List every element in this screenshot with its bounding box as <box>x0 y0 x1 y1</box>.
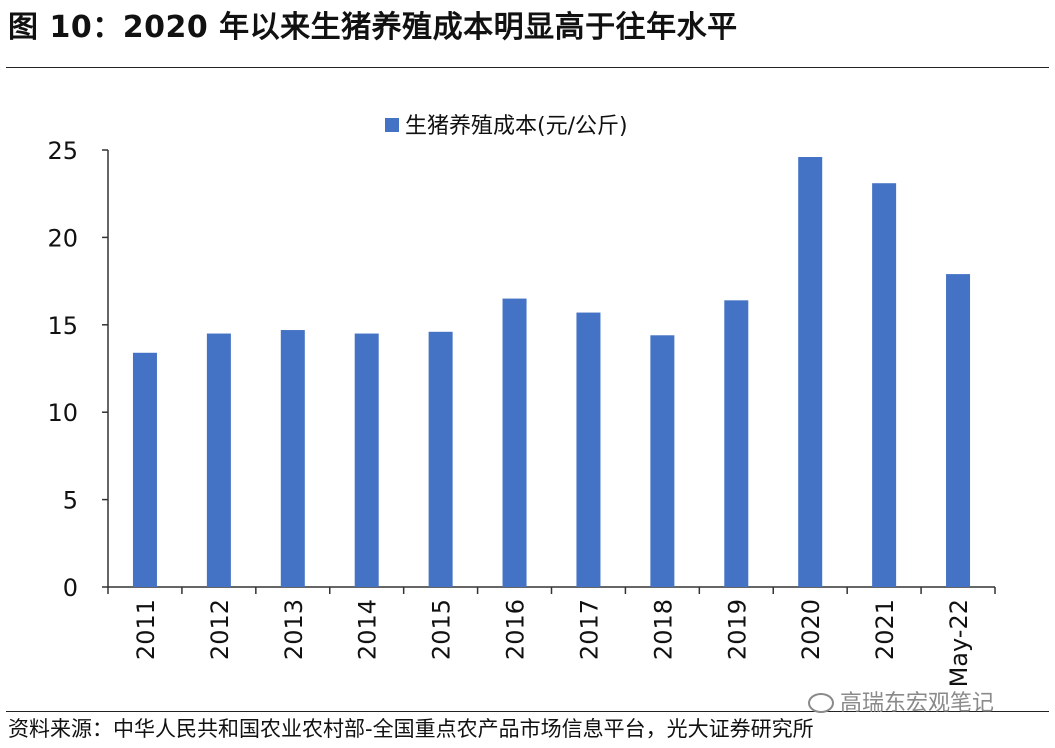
bar <box>132 352 157 587</box>
x-tick-label: 2019 <box>723 599 751 660</box>
x-tick-label: 2020 <box>797 599 825 660</box>
source-divider <box>6 711 1049 712</box>
title-divider <box>6 67 1049 68</box>
figure-title: 图 10：2020 年以来生猪养殖成本明显高于往年水平 <box>8 10 738 45</box>
chart-legend: 生猪养殖成本(元/公斤) <box>385 114 628 139</box>
x-tick-label: May-22 <box>945 599 973 687</box>
x-tick-label: 2021 <box>871 599 899 660</box>
x-tick-label: 2013 <box>280 599 308 660</box>
bar <box>502 298 527 587</box>
y-tick-label: 10 <box>47 399 78 427</box>
x-axis: 2011 2012 2013 2014 2015 2016 2017 2018 2019 2020… <box>107 586 996 687</box>
bar <box>428 331 453 587</box>
y-tick-label: 25 <box>47 137 78 165</box>
x-tick-label: 2017 <box>575 599 603 660</box>
bar <box>206 333 231 587</box>
watermark-text: 高瑞东宏观笔记 <box>840 691 995 716</box>
y-tick-label: 0 <box>63 574 78 602</box>
y-axis: 0 5 10 15 20 25 <box>47 137 109 602</box>
bar-series <box>132 156 971 587</box>
y-tick-label: 5 <box>63 487 78 515</box>
x-tick-label: 2018 <box>649 599 677 660</box>
wechat-icon <box>808 693 834 713</box>
bar <box>576 312 601 587</box>
x-tick-label: 2014 <box>354 599 382 660</box>
source-note: 资料来源：中华人民共和国农业农村部-全国重点农产品市场信息平台，光大证券研究所 <box>8 717 814 741</box>
y-tick-label: 15 <box>47 312 78 340</box>
watermark: 高瑞东宏观笔记 <box>808 685 994 717</box>
x-tick-label: 2016 <box>502 599 530 660</box>
bar <box>946 274 971 587</box>
legend-label: 生猪养殖成本(元/公斤) <box>405 114 628 139</box>
bar <box>650 335 675 587</box>
bar <box>280 330 305 587</box>
legend-swatch <box>385 118 399 132</box>
x-tick-label: 2015 <box>428 599 456 660</box>
bar <box>724 300 749 587</box>
bar <box>872 183 897 587</box>
x-tick-label: 2011 <box>132 599 160 660</box>
y-tick-label: 20 <box>47 224 78 252</box>
bar <box>798 156 823 587</box>
bar <box>354 333 379 587</box>
x-tick-label: 2012 <box>206 599 234 660</box>
